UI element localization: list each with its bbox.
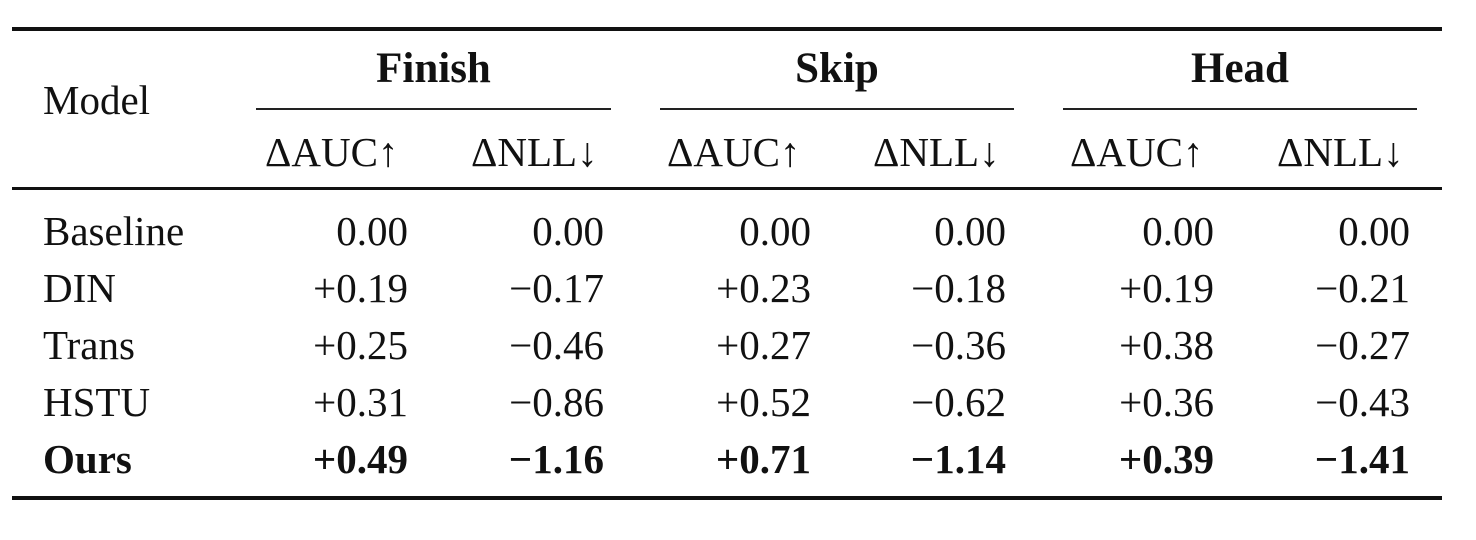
column-header-finish-auc: ΔAUC↑ — [265, 129, 399, 175]
cell-baseline-skip-auc: 0.00 — [739, 208, 811, 254]
cell-baseline-head-auc: 0.00 — [1142, 208, 1214, 254]
column-header-head-auc: ΔAUC↑ — [1070, 129, 1204, 175]
cell-trans-skip-nll: −0.36 — [911, 322, 1006, 368]
table-header-rule — [12, 187, 1442, 190]
cell-baseline-finish-auc: 0.00 — [336, 208, 408, 254]
cell-hstu-skip-auc: +0.52 — [716, 379, 811, 425]
cell-ours-finish-nll: −1.16 — [508, 436, 604, 482]
cell-ours-finish-auc: +0.49 — [312, 436, 408, 482]
group-header-head: Head — [1191, 45, 1289, 92]
row-label-hstu: HSTU — [43, 379, 151, 425]
cell-hstu-head-nll: −0.43 — [1315, 379, 1410, 425]
cell-ours-head-auc: +0.39 — [1118, 436, 1214, 482]
cell-din-finish-auc: +0.19 — [313, 265, 408, 311]
cell-trans-head-nll: −0.27 — [1315, 322, 1410, 368]
cell-din-head-nll: −0.21 — [1315, 265, 1410, 311]
group-rule-skip — [660, 108, 1014, 110]
cell-ours-head-nll: −1.41 — [1314, 436, 1410, 482]
cell-hstu-finish-nll: −0.86 — [509, 379, 604, 425]
cell-baseline-head-nll: 0.00 — [1338, 208, 1410, 254]
column-header-head-nll: ΔNLL↓ — [1277, 129, 1404, 175]
cell-trans-skip-auc: +0.27 — [716, 322, 811, 368]
group-rule-finish — [256, 108, 611, 110]
table-top-rule — [12, 27, 1442, 31]
cell-din-skip-nll: −0.18 — [911, 265, 1006, 311]
table-bottom-rule — [12, 496, 1442, 500]
cell-trans-finish-nll: −0.46 — [509, 322, 604, 368]
cell-din-finish-nll: −0.17 — [509, 265, 604, 311]
cell-trans-head-auc: +0.38 — [1119, 322, 1214, 368]
group-header-finish: Finish — [376, 45, 491, 92]
column-header-finish-nll: ΔNLL↓ — [471, 129, 598, 175]
row-label-ours: Ours — [43, 436, 132, 482]
cell-ours-skip-auc: +0.71 — [715, 436, 811, 482]
row-label-baseline: Baseline — [43, 208, 185, 254]
cell-baseline-skip-nll: 0.00 — [934, 208, 1006, 254]
column-header-skip-auc: ΔAUC↑ — [667, 129, 801, 175]
cell-hstu-skip-nll: −0.62 — [911, 379, 1006, 425]
row-label-trans: Trans — [43, 322, 135, 368]
cell-hstu-head-auc: +0.36 — [1119, 379, 1214, 425]
cell-ours-skip-nll: −1.14 — [910, 436, 1006, 482]
cell-hstu-finish-auc: +0.31 — [313, 379, 408, 425]
group-header-skip: Skip — [795, 45, 879, 92]
group-rule-head — [1063, 108, 1417, 110]
model-column-header: Model — [43, 77, 151, 123]
cell-trans-finish-auc: +0.25 — [313, 322, 408, 368]
cell-din-head-auc: +0.19 — [1119, 265, 1214, 311]
cell-din-skip-auc: +0.23 — [716, 265, 811, 311]
column-header-skip-nll: ΔNLL↓ — [873, 129, 1000, 175]
row-label-din: DIN — [43, 265, 116, 311]
cell-baseline-finish-nll: 0.00 — [532, 208, 604, 254]
